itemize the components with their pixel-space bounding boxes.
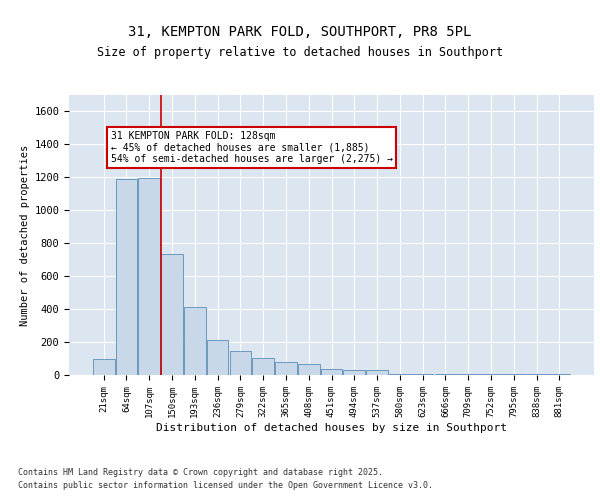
Text: 31, KEMPTON PARK FOLD, SOUTHPORT, PR8 5PL: 31, KEMPTON PARK FOLD, SOUTHPORT, PR8 5P… (128, 26, 472, 40)
Bar (184, 306, 206, 375)
Bar (116, 179, 137, 375)
Bar (320, 369, 343, 375)
Bar (298, 364, 320, 375)
Bar (139, 178, 160, 375)
Bar (503, 374, 524, 375)
Bar (275, 362, 297, 375)
Text: 31 KEMPTON PARK FOLD: 128sqm
← 45% of detached houses are smaller (1,885)
54% of: 31 KEMPTON PARK FOLD: 128sqm ← 45% of de… (110, 131, 392, 164)
Bar (457, 374, 479, 375)
Bar (230, 351, 251, 375)
Bar (412, 374, 433, 375)
Bar (253, 358, 274, 375)
Bar (548, 374, 570, 375)
Bar (389, 374, 410, 375)
X-axis label: Distribution of detached houses by size in Southport: Distribution of detached houses by size … (156, 422, 507, 432)
Text: Contains public sector information licensed under the Open Government Licence v3: Contains public sector information licen… (18, 482, 433, 490)
Bar (366, 370, 388, 375)
Bar (480, 374, 502, 375)
Bar (526, 374, 547, 375)
Bar (207, 340, 229, 375)
Bar (434, 374, 456, 375)
Y-axis label: Number of detached properties: Number of detached properties (20, 144, 30, 326)
Bar (343, 370, 365, 375)
Text: Size of property relative to detached houses in Southport: Size of property relative to detached ho… (97, 46, 503, 59)
Bar (93, 360, 115, 375)
Bar (161, 254, 183, 375)
Text: Contains HM Land Registry data © Crown copyright and database right 2025.: Contains HM Land Registry data © Crown c… (18, 468, 383, 477)
